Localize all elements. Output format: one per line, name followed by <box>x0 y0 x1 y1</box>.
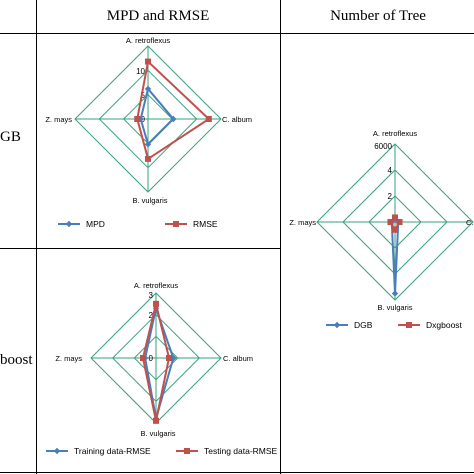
tick-label: 6000 <box>374 142 392 151</box>
point-dgb-b-vulgaris <box>391 290 399 297</box>
point-rmse-a-retroflexus <box>145 58 151 65</box>
tick-label: 2 <box>388 192 393 201</box>
legend-marker-dgb <box>333 321 341 329</box>
legend-label-dgb: DGB <box>354 320 373 330</box>
point-mpd-a-retroflexus <box>144 85 152 93</box>
radar-chart-training-testing: 0 2 3A. retroflexus C. album B. vulgaris Z. m… <box>46 281 278 456</box>
legend-marker-dxgboost <box>406 322 412 328</box>
point-dxgboost-b-vulgaris <box>392 226 398 233</box>
point-rmse-b-vulgaris <box>145 155 151 162</box>
axis-label-c-album: C. album <box>223 354 253 363</box>
header-mpd-rmse: MPD and RMSE <box>107 8 210 24</box>
tick-label: 2 <box>149 311 154 320</box>
row-label-dgb: GB <box>0 129 21 145</box>
axis-label-z-mays: Z. mays <box>289 218 316 227</box>
legend-label-testing-data-rmse: Testing data-RMSE <box>204 446 278 456</box>
point-testing-data-rmse-b-vulgaris <box>153 417 159 424</box>
axis-label-b-vulgaris: B. vulgaris <box>140 429 175 438</box>
legend-label-mpd: MPD <box>86 219 105 229</box>
point-testing-data-rmse-z-mays <box>140 355 146 361</box>
tick-label: 3 <box>149 291 154 300</box>
axis-label-b-vulgaris: B. vulgaris <box>377 303 412 312</box>
legend-label-rmse: RMSE <box>193 219 218 229</box>
axis-label-c-album: C. album <box>466 218 474 227</box>
point-rmse-z-mays <box>134 116 141 122</box>
legend-label-training-data-rmse: Training data-RMSE <box>74 446 151 456</box>
point-mpd-b-vulgaris <box>144 141 152 148</box>
tick-label: 4 <box>388 166 393 175</box>
point-mpd-c-album <box>170 115 177 123</box>
tick-label: 5 <box>141 91 146 100</box>
tick-label: 10 <box>136 67 145 76</box>
point-dxgboost-c-album <box>396 219 403 225</box>
axis-label-a-retroflexus: A. retroflexus <box>126 36 170 45</box>
point-testing-data-rmse-a-retroflexus <box>153 300 159 307</box>
axis-label-z-mays: Z. mays <box>45 115 72 124</box>
axis-label-b-vulgaris: B. vulgaris <box>132 196 167 205</box>
legend-marker-testing-data-rmse <box>184 448 190 454</box>
header-number-of-tree: Number of Tree <box>330 8 426 24</box>
row-label-xgboost: boost <box>0 352 33 368</box>
legend-marker-rmse <box>173 221 179 227</box>
tick-label: 0 <box>149 354 154 363</box>
point-testing-data-rmse-c-album <box>166 355 172 361</box>
legend-marker-mpd <box>65 220 73 228</box>
axis-label-z-mays: Z. mays <box>55 354 82 363</box>
legend-label-dxgboost: Dxgboost <box>426 320 463 330</box>
series-line-mpd <box>139 86 175 147</box>
legend-marker-training-data-rmse <box>53 447 61 455</box>
point-dxgboost-z-mays <box>387 219 394 225</box>
axis-label-a-retroflexus: A. retroflexus <box>134 281 178 290</box>
point-rmse-c-album <box>205 116 212 122</box>
axis-label-c-album: C. album <box>222 115 252 124</box>
point-dxgboost-a-retroflexus <box>392 214 398 221</box>
axis-label-a-retroflexus: A. retroflexus <box>373 129 417 138</box>
